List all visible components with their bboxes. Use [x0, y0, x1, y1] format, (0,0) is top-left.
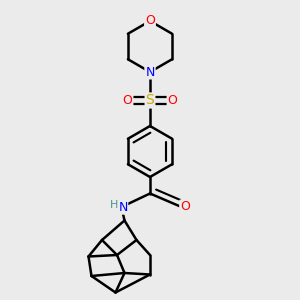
Text: O: O	[180, 200, 190, 214]
Text: N: N	[118, 201, 128, 214]
Text: N: N	[145, 65, 155, 79]
Text: O: O	[168, 94, 177, 107]
Text: H: H	[110, 200, 118, 210]
Text: O: O	[123, 94, 132, 107]
Text: S: S	[146, 94, 154, 107]
Text: O: O	[145, 14, 155, 28]
